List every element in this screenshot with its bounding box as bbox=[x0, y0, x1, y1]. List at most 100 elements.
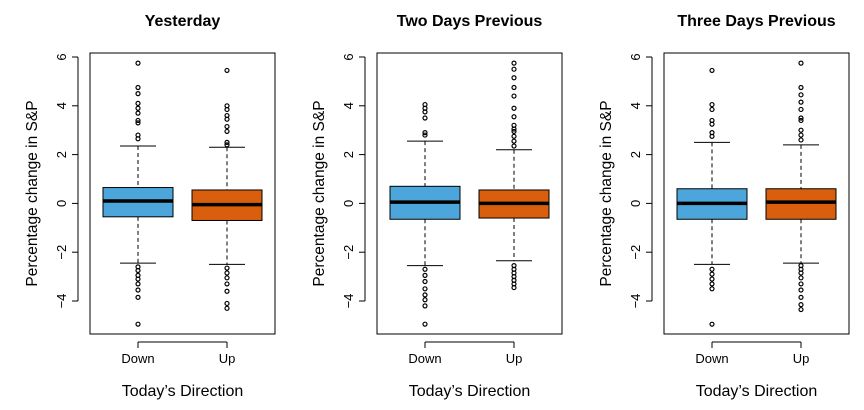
outlier-point bbox=[422, 278, 428, 285]
outlier-point bbox=[135, 90, 141, 97]
outlier-point bbox=[798, 132, 804, 138]
outlier-point bbox=[422, 321, 428, 327]
panel-title: Two Days Previous bbox=[397, 13, 543, 30]
outlier-point bbox=[511, 93, 517, 99]
outlier-point bbox=[511, 75, 517, 81]
outlier-point bbox=[422, 266, 428, 272]
outlier-point bbox=[511, 133, 517, 139]
x-axis-label: Today’s Direction bbox=[122, 383, 244, 400]
y-tick-label: 2 bbox=[628, 151, 643, 158]
box-down bbox=[102, 60, 174, 327]
outlier-point bbox=[224, 106, 230, 113]
outlier-point bbox=[511, 60, 517, 66]
outlier-point bbox=[709, 106, 715, 113]
outlier-point bbox=[709, 321, 715, 327]
outlier-point bbox=[511, 126, 517, 132]
y-tick-label: −4 bbox=[628, 294, 643, 309]
outlier-point bbox=[511, 284, 517, 291]
panel-yesterday: Yesterday Today’s Direction Percentage c… bbox=[24, 13, 276, 400]
outlier-point bbox=[798, 306, 804, 313]
x-tick-label: Down bbox=[408, 351, 441, 366]
box-up bbox=[191, 67, 263, 311]
y-tick-label: 6 bbox=[628, 53, 643, 60]
outlier-point bbox=[798, 106, 804, 113]
panel-title: Yesterday bbox=[145, 13, 221, 30]
y-tick-label: −4 bbox=[341, 294, 356, 309]
outlier-point bbox=[135, 60, 141, 66]
outlier-point bbox=[224, 281, 230, 287]
outlier-point bbox=[135, 281, 141, 287]
x-tick-label: Down bbox=[695, 351, 728, 366]
outlier-point bbox=[135, 120, 141, 126]
outlier-point bbox=[798, 92, 804, 98]
outlier-point bbox=[709, 101, 715, 108]
box-down bbox=[389, 101, 461, 327]
panel-two-days-previous: Two Days Previous Today’s Direction Perc… bbox=[311, 13, 563, 400]
outlier-point bbox=[224, 275, 230, 281]
outlier-point bbox=[224, 305, 230, 311]
outlier-point bbox=[422, 303, 428, 309]
outlier-point bbox=[798, 137, 804, 143]
x-axis-label: Today’s Direction bbox=[409, 383, 531, 400]
outlier-point bbox=[511, 114, 517, 120]
y-tick-label: −4 bbox=[54, 294, 69, 309]
outlier-point bbox=[224, 116, 230, 122]
outlier-point bbox=[422, 132, 428, 138]
y-tick-label: −2 bbox=[341, 245, 356, 260]
outlier-point bbox=[511, 105, 517, 111]
y-axis-label: Percentage change in S&P bbox=[24, 100, 41, 286]
y-tick-label: 4 bbox=[628, 102, 643, 109]
outlier-point bbox=[798, 117, 804, 124]
outlier-point bbox=[135, 100, 141, 106]
outlier-point bbox=[422, 272, 428, 278]
outlier-point bbox=[135, 117, 141, 124]
outlier-point bbox=[224, 123, 230, 130]
outlier-point bbox=[798, 127, 804, 133]
y-tick-label: 4 bbox=[54, 102, 69, 109]
outlier-point bbox=[709, 271, 715, 277]
outlier-point bbox=[224, 139, 230, 145]
outlier-point bbox=[224, 288, 230, 294]
y-tick-label: −2 bbox=[628, 245, 643, 260]
outlier-point bbox=[798, 84, 804, 91]
box-up bbox=[478, 60, 550, 291]
outlier-point bbox=[798, 287, 804, 293]
outlier-point bbox=[135, 136, 141, 142]
outlier-point bbox=[224, 270, 230, 276]
outlier-point bbox=[511, 128, 517, 135]
outlier-point bbox=[709, 133, 715, 139]
plot-frame bbox=[663, 52, 850, 335]
outlier-point bbox=[224, 67, 230, 74]
y-tick-label: 0 bbox=[628, 200, 643, 207]
outlier-point bbox=[511, 84, 517, 91]
outlier-point bbox=[224, 128, 230, 135]
outlier-point bbox=[224, 265, 230, 271]
outlier-point bbox=[135, 287, 141, 293]
outlier-point bbox=[709, 67, 715, 74]
outlier-point bbox=[135, 84, 141, 91]
y-tick-label: 4 bbox=[341, 102, 356, 109]
outlier-point bbox=[135, 276, 141, 282]
outlier-point bbox=[709, 281, 715, 287]
outlier-point bbox=[422, 109, 428, 115]
x-tick-label: Down bbox=[121, 351, 154, 366]
plot-frame bbox=[89, 52, 276, 335]
outlier-point bbox=[709, 266, 715, 272]
outlier-point bbox=[422, 115, 428, 121]
outlier-point bbox=[798, 270, 804, 276]
y-tick-label: 2 bbox=[54, 151, 69, 158]
outlier-point bbox=[798, 60, 804, 66]
iqr-box bbox=[765, 188, 837, 220]
outlier-point bbox=[798, 294, 804, 300]
outlier-point bbox=[224, 300, 230, 307]
panel-title: Three Days Previous bbox=[677, 13, 835, 30]
y-tick-label: 0 bbox=[341, 200, 356, 207]
outlier-point bbox=[224, 142, 230, 148]
y-tick-label: 0 bbox=[54, 200, 69, 207]
outlier-point bbox=[135, 294, 141, 300]
outlier-point bbox=[135, 267, 141, 274]
y-axis-label: Percentage change in S&P bbox=[598, 100, 615, 286]
outlier-point bbox=[709, 286, 715, 292]
outlier-point bbox=[798, 275, 804, 281]
